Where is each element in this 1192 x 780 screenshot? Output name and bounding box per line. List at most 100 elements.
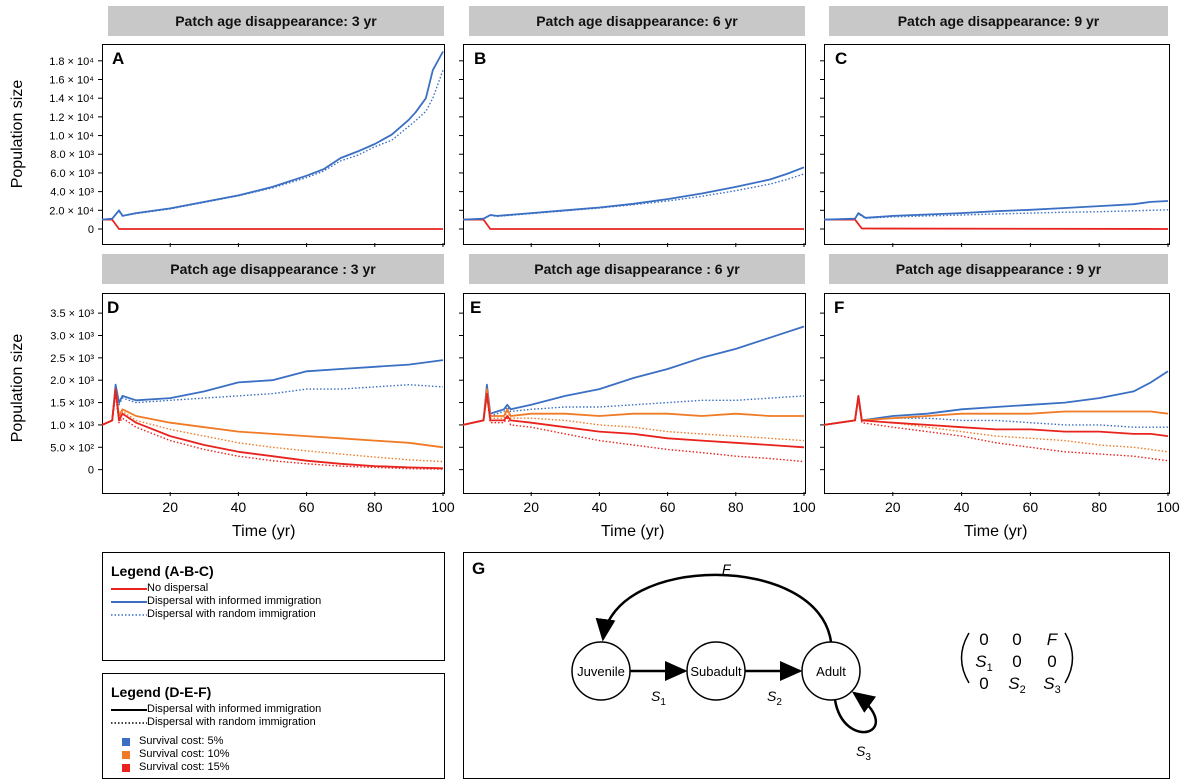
juvenile-label: Juvenile bbox=[577, 664, 625, 679]
y-tick-label-d-2: 1.0 × 10³ bbox=[50, 420, 94, 432]
edge-s1-label: S1 bbox=[651, 688, 666, 708]
series-d-5 bbox=[101, 392, 444, 470]
legend-abc-item-random: Dispersal with random immigration bbox=[147, 608, 316, 620]
series-a-1 bbox=[101, 51, 444, 221]
subadult-label: Subadult bbox=[690, 664, 742, 679]
x-tick-label-f-4: 100 bbox=[1156, 499, 1180, 515]
x-tick-label-f-0: 20 bbox=[885, 499, 901, 515]
series-f-4 bbox=[823, 395, 1169, 437]
y-tick-label-a-8: 1.6 × 10⁴ bbox=[49, 75, 94, 87]
edge-f-arrow bbox=[595, 573, 833, 643]
matrix-cell-0-1: 0 bbox=[1012, 630, 1021, 649]
y-tick-label-a-3: 6.0 × 10³ bbox=[50, 168, 94, 180]
matrix-cell-0-2: F bbox=[1047, 630, 1059, 649]
edge-f-label: F bbox=[722, 561, 732, 577]
series-d-2 bbox=[101, 388, 444, 449]
series-d-4 bbox=[101, 388, 444, 470]
y-tick-label-d-0: 0 bbox=[88, 465, 94, 477]
y-tick-label-a-6: 1.2 × 10⁴ bbox=[49, 112, 94, 124]
matrix-cell-2-0: 0 bbox=[979, 674, 988, 693]
legend-def: Legend (D-E-F) Dispersal with informed i… bbox=[102, 673, 445, 779]
panel-b-title: Patch age disappearance: 6 yr bbox=[469, 6, 805, 36]
panel-e-frame bbox=[463, 293, 806, 494]
legend-abc-lines bbox=[111, 588, 147, 616]
panel-e-plot: 20 40 60 80 100 bbox=[459, 312, 816, 515]
x-axis-label-e: Time (yr) bbox=[601, 523, 665, 540]
series-d-1 bbox=[101, 384, 444, 426]
y-tick-label-a-9: 1.8 × 10⁴ bbox=[49, 56, 94, 68]
y-tick-label-a-2: 4.0 × 10³ bbox=[50, 187, 94, 199]
edge-s3-label: S3 bbox=[856, 743, 871, 763]
matrix-cell-0-0: 0 bbox=[979, 630, 988, 649]
y-tick-label-a-0: 0 bbox=[88, 224, 94, 236]
swatch-5pct bbox=[122, 738, 130, 746]
series-e-2 bbox=[462, 388, 804, 426]
y-tick-label-a-1: 2.0 × 10⁴ bbox=[49, 205, 94, 217]
legend-abc-item-informed: Dispersal with informed immigration bbox=[147, 595, 322, 607]
panel-a-plot: 0 2.0 × 10⁴ 4.0 × 10³ 6.0 × 10³ 8.0 × 10³ 1.0… bbox=[49, 51, 444, 247]
x-tick-label-e-2: 60 bbox=[660, 499, 676, 515]
x-tick-label-d-0: 20 bbox=[162, 499, 178, 515]
series-e-0 bbox=[462, 325, 805, 426]
panel-letter-a: A bbox=[112, 49, 125, 68]
x-tick-label-e-0: 20 bbox=[523, 499, 539, 515]
legend-def-title: Legend (D-E-F) bbox=[111, 684, 212, 700]
series-e-4 bbox=[462, 392, 805, 449]
matrix-cell-1-1: 0 bbox=[1012, 652, 1021, 671]
y-tick-label-a-7: 1.4 × 10⁴ bbox=[49, 93, 94, 105]
panel-letter-b: B bbox=[474, 49, 487, 68]
legend-def-line-informed: Dispersal with informed immigration bbox=[147, 703, 322, 715]
matrix-cell-2-1: S2 bbox=[1008, 674, 1025, 696]
matrix-cells: 0 0 FS1 0 00 S2 S3 bbox=[975, 630, 1060, 696]
matrix-left-bracket bbox=[960, 632, 970, 684]
series-f-5 bbox=[823, 397, 1169, 462]
series-c-1 bbox=[823, 200, 1169, 221]
series-b-2 bbox=[462, 173, 805, 221]
x-axis-label-f: Time (yr) bbox=[964, 523, 1028, 540]
panel-d-title: Patch age disappearance : 3 yr bbox=[102, 254, 444, 284]
series-a-0 bbox=[102, 218, 443, 230]
series-c-0 bbox=[824, 218, 1169, 230]
series-d-0 bbox=[101, 359, 444, 426]
panel-letter-f: F bbox=[834, 298, 845, 317]
panel-b-frame bbox=[463, 44, 806, 245]
panel-f-frame bbox=[824, 293, 1170, 494]
panel-f-plot: 20 40 60 80 100 bbox=[820, 312, 1180, 515]
x-tick-label-d-1: 40 bbox=[231, 499, 247, 515]
panel-b-plot bbox=[459, 60, 805, 247]
y-tick-label-a-4: 8.0 × 10³ bbox=[50, 149, 94, 161]
series-f-1 bbox=[823, 397, 1168, 428]
legend-def-swatch-5: Survival cost: 5% bbox=[139, 735, 224, 747]
adult-label: Adult bbox=[816, 664, 846, 679]
life-cycle-diagram: Juvenile Subadult Adult F S1 S2 S3 0 0 F S1… bbox=[571, 561, 1074, 763]
series-e-3 bbox=[462, 390, 805, 442]
series-b-0 bbox=[463, 218, 804, 230]
y-tick-label-d-3: 1.5 × 10³ bbox=[50, 398, 94, 410]
series-b-1 bbox=[462, 166, 805, 221]
matrix-cell-1-2: 0 bbox=[1047, 652, 1056, 671]
diagram-g-frame: G Juvenile Subadult Adult F S1 S2 S3 0 0 F… bbox=[463, 552, 1170, 779]
legend-def-line-random: Dispersal with random immigration bbox=[147, 716, 316, 728]
x-tick-label-e-4: 100 bbox=[792, 499, 816, 515]
y-tick-label-d-7: 3.5 × 10³ bbox=[50, 308, 94, 320]
legend-def-swatch-10: Survival cost: 10% bbox=[139, 748, 230, 760]
legend-abc: Legend (A-B-C) No dispersal Dispersal wi… bbox=[102, 552, 445, 661]
y-tick-label-d-1: 5.0 × 10² bbox=[50, 442, 94, 454]
x-tick-label-d-3: 80 bbox=[367, 499, 383, 515]
series-e-1 bbox=[462, 386, 805, 426]
series-e-5 bbox=[462, 395, 805, 463]
edge-s2-label: S2 bbox=[767, 688, 782, 708]
panel-letter-c: C bbox=[835, 49, 848, 68]
panel-letter-e: E bbox=[470, 298, 482, 317]
matrix-cell-1-0: S1 bbox=[975, 652, 992, 674]
y-tick-label-a-5: 1.0 × 10⁴ bbox=[49, 131, 94, 143]
x-tick-label-f-1: 40 bbox=[954, 499, 970, 515]
legend-def-lines bbox=[111, 709, 147, 724]
x-tick-label-f-3: 80 bbox=[1091, 499, 1107, 515]
y-tick-label-d-4: 2.0 × 10³ bbox=[50, 375, 94, 387]
panel-letter-d: D bbox=[107, 298, 120, 317]
series-c-2 bbox=[823, 209, 1169, 221]
swatch-10pct bbox=[122, 751, 130, 759]
panel-c-title: Patch age disappearance: 9 yr bbox=[829, 6, 1168, 36]
